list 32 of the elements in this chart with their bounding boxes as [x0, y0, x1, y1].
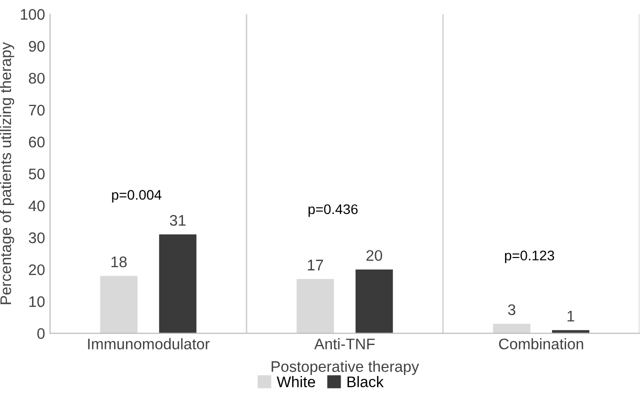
bar	[159, 234, 196, 334]
data-label: 31	[170, 214, 186, 226]
y-tick-label: 90	[28, 40, 45, 52]
y-tick-label: 20	[28, 264, 45, 276]
y-tick-label: 10	[29, 296, 45, 308]
x-tick-label: Anti-TNF	[314, 338, 375, 350]
bar	[296, 279, 334, 334]
annotation: p=0.436	[308, 204, 358, 217]
data-label: 18	[112, 256, 127, 268]
bar	[493, 324, 530, 334]
x-tick-label: Immunomodulator	[88, 338, 210, 350]
annotation: p=0.004	[112, 190, 162, 203]
x-axis-title: Postoperative therapy	[272, 360, 420, 375]
data-label: 17	[308, 260, 324, 270]
data-label: 1	[568, 310, 574, 322]
x-tick-label: Combination	[499, 338, 584, 350]
data-label: 20	[366, 250, 382, 261]
legend-label: Black	[348, 376, 384, 388]
y-tick-label: 70	[29, 104, 45, 116]
y-axis-title: Percentage of patients utilizing therapy	[0, 42, 14, 304]
y-tick-label: 80	[28, 72, 45, 84]
y-tick-label: 50	[28, 168, 45, 180]
data-label: 3	[508, 304, 516, 316]
bar	[356, 269, 393, 334]
y-tick-label: 60	[29, 136, 45, 148]
bar	[100, 276, 138, 334]
y-tick-label: 0	[37, 328, 45, 339]
y-tick-label: 30	[28, 232, 45, 244]
y-tick-label: 40	[28, 200, 45, 212]
legend-label: White	[276, 376, 316, 388]
annotation: p=0.123	[505, 250, 554, 264]
y-tick-label: 100	[20, 9, 45, 20]
